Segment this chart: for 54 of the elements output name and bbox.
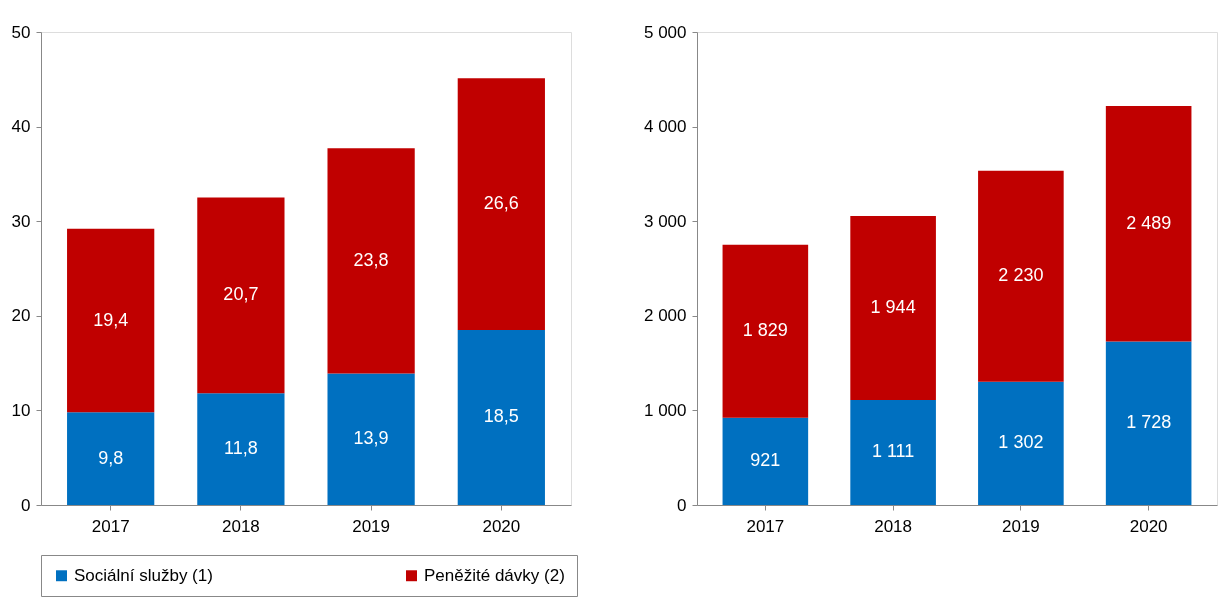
data-label: 1 111 <box>871 441 915 462</box>
x-tick-label: 2017 <box>91 516 130 536</box>
y-tick-label: 3 000 <box>643 211 687 231</box>
x-tick-label: 2019 <box>352 516 391 536</box>
y-tick-label: 50 <box>11 22 31 42</box>
y-tick-label: 5 000 <box>643 22 687 42</box>
x-tick-label: 2017 <box>746 516 785 536</box>
bar <box>197 197 285 394</box>
y-tick-label: 30 <box>11 211 31 231</box>
x-tick-label: 2020 <box>1129 516 1168 536</box>
data-label: 921 <box>750 450 781 471</box>
x-tick-label: 2018 <box>221 516 260 536</box>
bar <box>850 216 936 400</box>
bar <box>978 170 1064 382</box>
data-label: 1 944 <box>870 296 916 317</box>
bar <box>722 244 809 418</box>
bar <box>722 417 809 505</box>
data-label: 9,8 <box>98 447 124 468</box>
bar <box>457 329 545 505</box>
y-tick-label: 10 <box>11 400 31 420</box>
y-tick-label: 4 000 <box>643 117 687 137</box>
bar <box>457 78 545 330</box>
x-tick-label: 2020 <box>482 516 521 536</box>
bar <box>67 228 155 413</box>
data-label: 13,9 <box>353 428 389 449</box>
bar <box>850 399 936 505</box>
bar <box>327 148 415 374</box>
x-tick-label: 2019 <box>1001 516 1040 536</box>
y-tick-label: 20 <box>11 306 31 326</box>
data-label: 18,5 <box>483 406 519 427</box>
y-tick-label: 1 000 <box>643 400 687 420</box>
data-label: 2 489 <box>1126 212 1172 233</box>
bar <box>978 381 1064 505</box>
legend-label: Sociální služby (1) <box>74 565 213 585</box>
bar <box>327 373 415 505</box>
data-label: 20,7 <box>223 284 259 305</box>
x-tick-label: 2018 <box>874 516 913 536</box>
y-tick-label: 40 <box>11 117 31 137</box>
y-tick-label: 2 000 <box>643 306 687 326</box>
data-label: 23,8 <box>353 249 389 270</box>
data-label: 11,8 <box>224 438 258 459</box>
data-label: 2 230 <box>998 265 1044 286</box>
data-label: 1 302 <box>998 432 1044 453</box>
legend-label: Peněžité dávky (2) <box>424 565 565 585</box>
data-label: 19,4 <box>93 309 129 330</box>
bar <box>1105 341 1192 505</box>
bar <box>197 393 285 505</box>
y-tick-label: 0 <box>21 495 31 515</box>
bar <box>67 412 155 505</box>
data-label: 1 728 <box>1126 412 1172 433</box>
bar <box>1105 106 1192 342</box>
data-label: 1 829 <box>742 320 788 341</box>
y-tick-label: 0 <box>677 495 687 515</box>
data-label: 26,6 <box>483 193 519 214</box>
